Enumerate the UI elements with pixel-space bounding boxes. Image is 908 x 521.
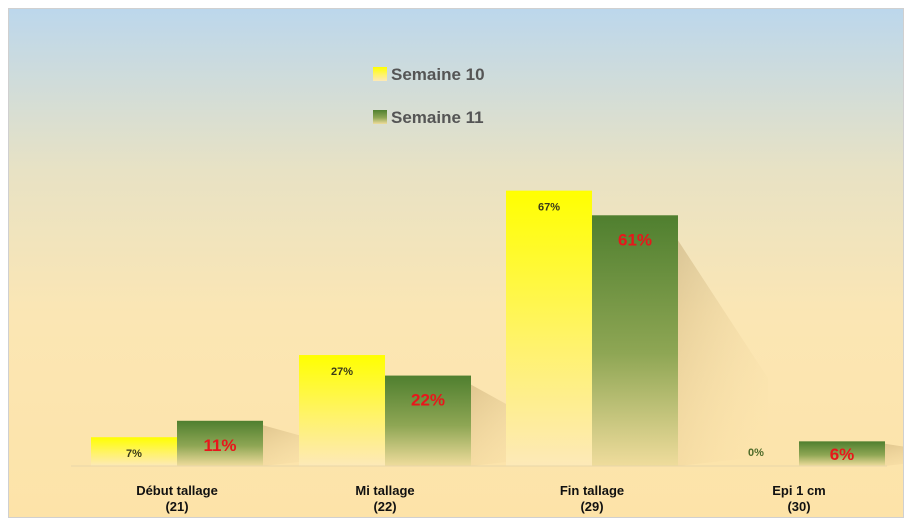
data-label-mi-tallage-semaine-11: 22% (411, 391, 445, 410)
data-label-debut-tallage-semaine-11: 11% (203, 436, 236, 455)
data-label-epi-1-cm-semaine-10: 0% (748, 447, 764, 459)
bar-shadow-fin-tallage-s2 (678, 240, 768, 466)
chart-frame: 7% 11% 27% 22% 67% 61% 0% 6% Début tallage (21) M… (8, 8, 904, 518)
bar-debut-tallage-semaine-11 (177, 420, 263, 466)
bar-debut-tallage-semaine-10 (91, 437, 177, 466)
category-code-fin-tallage: (29) (580, 499, 603, 514)
bar-shadow-epi-1-cm-s2 (885, 443, 903, 466)
data-labels-group: 7% 11% 27% 22% 67% 61% 0% 6% (126, 202, 854, 464)
category-code-debut-tallage: (21) (165, 499, 188, 514)
legend-label-semaine-11: Semaine 11 (391, 108, 484, 127)
bar-fin-tallage-semaine-10 (506, 190, 592, 466)
legend-label-semaine-10: Semaine 10 (391, 65, 485, 84)
bar-epi-1-cm-semaine-11 (799, 441, 885, 466)
category-code-mi-tallage: (22) (373, 499, 396, 514)
legend-swatch-semaine-10 (373, 67, 387, 81)
category-label-epi-1-cm: Epi 1 cm (772, 483, 825, 498)
bar-chart: 7% 11% 27% 22% 67% 61% 0% 6% Début tallage(21) M… (71, 65, 903, 514)
x-axis: Début tallage(21) Mi tallage(22) Fin talla… (71, 465, 887, 514)
legend: Semaine 10 Semaine 11 (373, 65, 485, 127)
bar-mi-tallage-semaine-10 (299, 355, 385, 466)
data-label-mi-tallage-semaine-10: 27% (331, 366, 353, 378)
category-label-mi-tallage: Mi tallage (355, 483, 414, 498)
data-label-debut-tallage-semaine-10: 7% (126, 448, 142, 460)
category-label-debut-tallage: Début tallage (136, 483, 218, 498)
data-label-fin-tallage-semaine-11: 61% (618, 230, 652, 249)
data-label-fin-tallage-semaine-10: 67% (538, 202, 560, 214)
bar-fin-tallage-semaine-11 (592, 215, 678, 466)
bar-mi-tallage-semaine-11 (385, 375, 471, 466)
category-code-epi-1-cm: (30) (787, 499, 810, 514)
legend-swatch-semaine-11 (373, 110, 387, 124)
category-label-fin-tallage: Fin tallage (560, 483, 624, 498)
bars-group (91, 190, 885, 466)
data-label-epi-1-cm-semaine-11: 6% (830, 445, 855, 464)
